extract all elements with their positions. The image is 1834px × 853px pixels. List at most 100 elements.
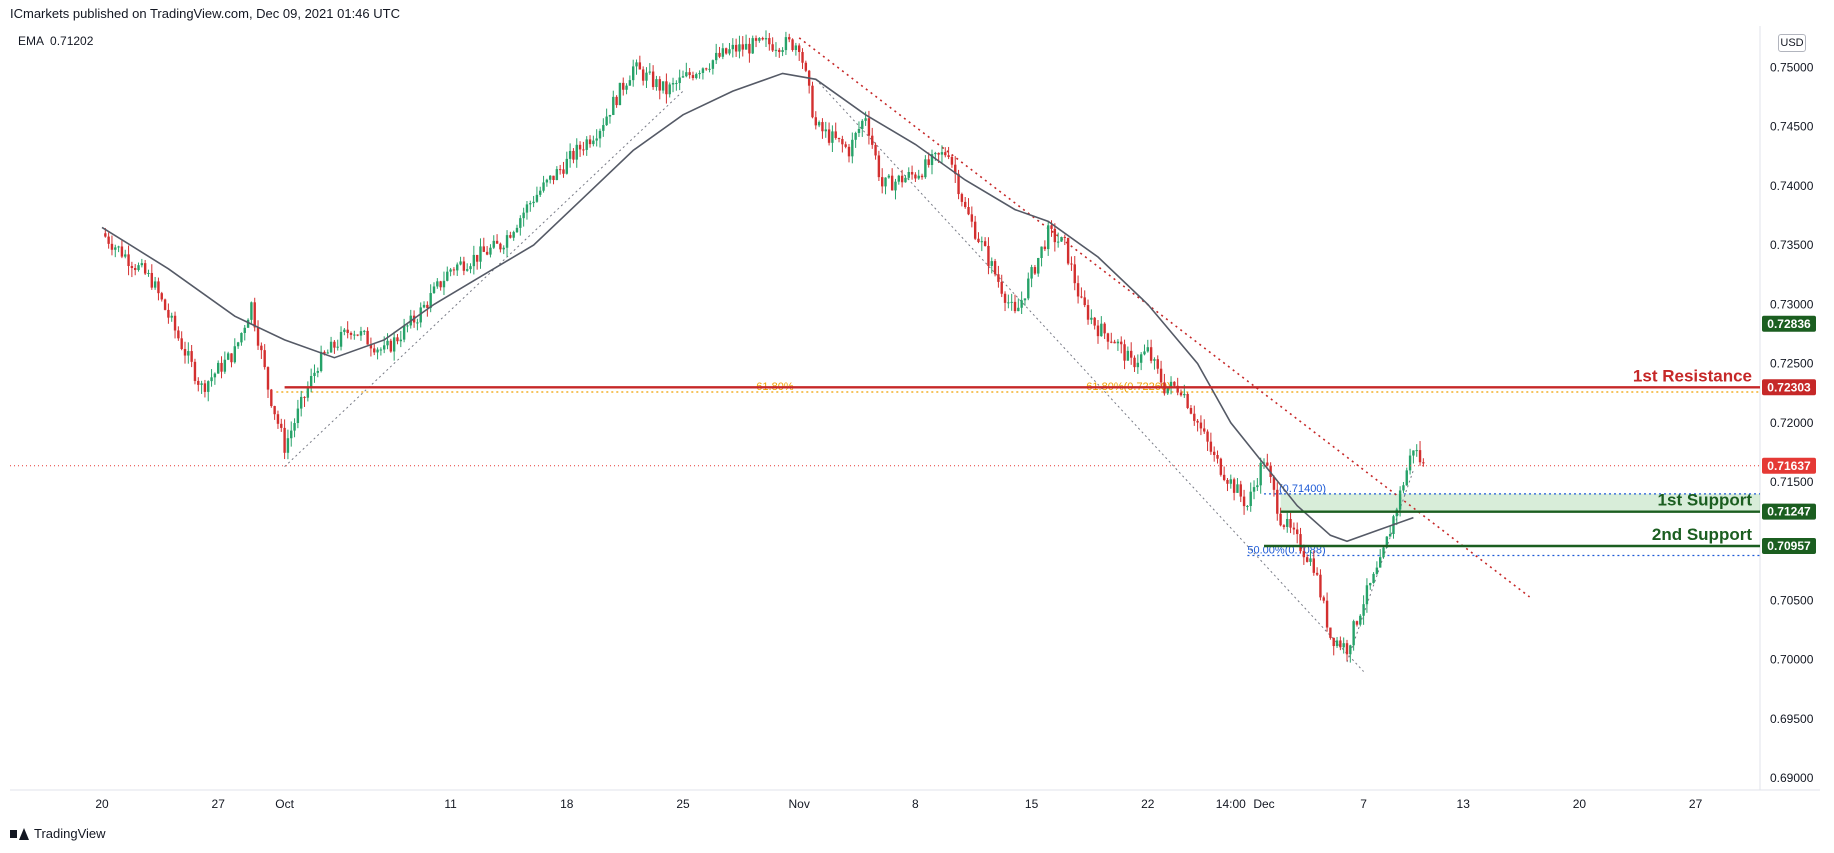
candle-body — [542, 182, 545, 191]
candle-body — [160, 293, 163, 300]
x-tick-label: 7 — [1360, 797, 1367, 811]
candle-body — [1023, 298, 1027, 301]
candle-body — [930, 154, 934, 165]
candle-body — [761, 38, 764, 40]
candle-body — [1090, 317, 1093, 320]
candle-body — [446, 271, 449, 281]
candle-body — [585, 139, 588, 150]
y-tick-label: 0.70000 — [1770, 653, 1814, 667]
candle-body — [1047, 225, 1050, 250]
y-tick-label: 0.73500 — [1770, 238, 1814, 252]
candle-body — [711, 60, 715, 69]
candle-body — [319, 351, 323, 372]
candle-body — [336, 346, 339, 348]
candle-body — [309, 376, 313, 388]
candle-body — [163, 299, 167, 310]
candle-body — [253, 302, 256, 328]
candle-body — [1296, 529, 1299, 535]
candle-body — [505, 235, 509, 248]
candle-body — [329, 341, 333, 353]
candle-body — [392, 337, 396, 352]
candle-body — [1166, 387, 1169, 394]
candle-body — [781, 50, 784, 53]
x-tick-label: 20 — [1573, 797, 1587, 811]
candle-body — [343, 329, 346, 332]
candle-body — [608, 114, 612, 117]
candle-body — [386, 340, 389, 346]
candle-body — [502, 247, 505, 250]
candle-body — [1136, 362, 1140, 368]
candle-body — [1226, 479, 1229, 484]
candle-body — [811, 85, 814, 118]
x-tick-label: 22 — [1141, 797, 1155, 811]
candle-body — [1123, 344, 1126, 361]
candle-body — [635, 62, 638, 67]
candle-body — [764, 38, 768, 40]
candle-body — [1362, 604, 1365, 616]
candle-body — [290, 430, 293, 439]
candle-body — [422, 304, 426, 308]
candle-body — [1342, 643, 1345, 648]
candle-body — [529, 203, 532, 205]
candle-body — [602, 125, 605, 131]
candle-body — [1289, 518, 1292, 528]
candle-body — [346, 329, 349, 333]
candle-body — [107, 236, 110, 244]
candle-body — [1249, 491, 1252, 506]
x-tick-label: 13 — [1457, 797, 1471, 811]
level-label: 1st Resistance — [1633, 366, 1752, 385]
candle-body — [200, 383, 203, 385]
candle-body — [1232, 479, 1236, 493]
ema-legend[interactable]: EMA 0.71202 — [18, 34, 93, 48]
axis-price-tag — [1762, 457, 1816, 474]
candle-body — [771, 44, 774, 51]
candle-body — [768, 38, 771, 45]
candle-body — [1395, 509, 1398, 517]
candle-body — [1037, 257, 1040, 274]
candle-body — [987, 245, 990, 266]
ema-line[interactable] — [101, 72, 1414, 543]
candle-body — [791, 39, 794, 51]
candle-body — [226, 353, 230, 360]
candle-body — [469, 266, 472, 270]
x-tick-label: 15 — [1025, 797, 1039, 811]
downtrend-line[interactable] — [798, 37, 1531, 598]
candle-body — [784, 37, 788, 51]
candle-body — [552, 175, 555, 181]
candle-body — [851, 139, 854, 157]
candle-body — [1080, 296, 1083, 298]
candle-body — [801, 52, 804, 63]
candle-body — [678, 77, 681, 84]
candle-body — [638, 62, 642, 70]
candle-body — [1000, 281, 1003, 294]
x-tick-label: 18 — [560, 797, 574, 811]
candle-body — [940, 152, 944, 155]
candle-body — [293, 423, 296, 431]
candle-body — [1093, 317, 1096, 326]
candle-body — [1382, 547, 1385, 558]
candle-body — [1116, 341, 1120, 344]
candle-body — [203, 383, 207, 392]
candle-body — [1126, 350, 1130, 361]
candle-body — [1259, 462, 1262, 486]
candle-body — [213, 373, 217, 378]
candle-body — [993, 261, 997, 275]
candle-body — [920, 175, 924, 178]
candle-body — [861, 120, 864, 129]
candle-body — [1418, 450, 1422, 463]
candle-body — [1103, 323, 1106, 334]
candle-body — [973, 221, 977, 239]
candle-body — [197, 380, 200, 385]
candle-body — [1146, 347, 1149, 352]
candle-body — [1292, 527, 1296, 530]
candle-body — [1186, 393, 1189, 408]
candle-body — [738, 44, 741, 52]
candle-body — [187, 351, 190, 356]
candle-body — [217, 362, 220, 374]
candle-body — [814, 117, 817, 126]
candle-body — [432, 286, 436, 294]
candle-body — [549, 175, 552, 180]
currency-badge[interactable]: USD — [1778, 34, 1806, 52]
x-tick-label: 20 — [95, 797, 109, 811]
